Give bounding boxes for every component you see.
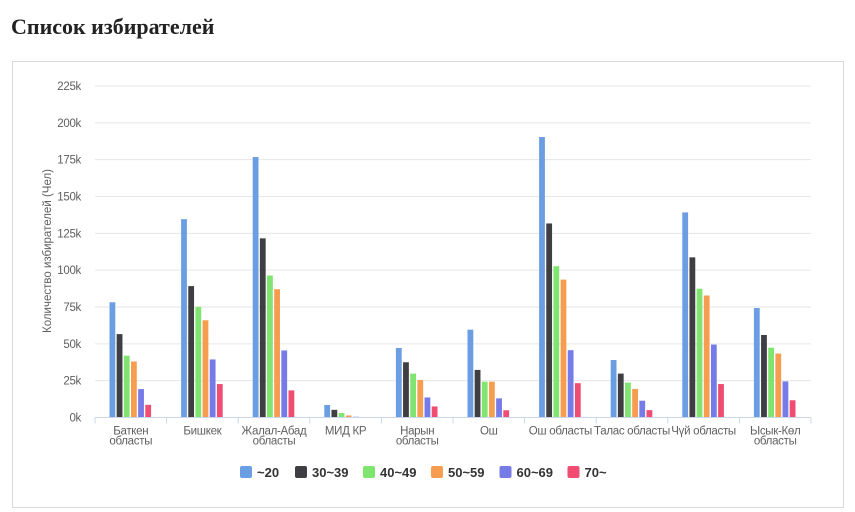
svg-text:Чүй областы: Чүй областы <box>671 425 736 437</box>
svg-text:40~49: 40~49 <box>380 465 417 480</box>
svg-text:Количество избирателей (Чел): Количество избирателей (Чел) <box>42 169 54 333</box>
svg-text:75k: 75k <box>63 302 81 314</box>
svg-text:областы: областы <box>754 436 797 448</box>
svg-text:Талас областы: Талас областы <box>594 425 670 437</box>
svg-text:70~: 70~ <box>585 465 607 480</box>
svg-text:Ош: Ош <box>480 425 498 437</box>
svg-text:225k: 225k <box>57 81 81 93</box>
svg-text:50~59: 50~59 <box>448 465 485 480</box>
svg-text:областы: областы <box>396 436 439 448</box>
svg-text:60~69: 60~69 <box>517 465 554 480</box>
svg-text:областы: областы <box>253 436 296 448</box>
svg-text:МИД КР: МИД КР <box>325 425 367 437</box>
svg-text:25k: 25k <box>63 376 81 388</box>
svg-text:0k: 0k <box>69 413 81 425</box>
svg-text:50k: 50k <box>63 339 81 351</box>
svg-text:150k: 150k <box>57 192 81 204</box>
svg-text:Ош областы: Ош областы <box>529 425 592 437</box>
svg-text:Бишкек: Бишкек <box>183 425 222 437</box>
svg-text:~20: ~20 <box>257 465 279 480</box>
svg-text:175k: 175k <box>57 155 81 167</box>
svg-text:30~39: 30~39 <box>312 465 349 480</box>
svg-text:областы: областы <box>109 436 152 448</box>
svg-text:200k: 200k <box>57 118 81 130</box>
svg-text:125k: 125k <box>57 228 81 240</box>
svg-text:100k: 100k <box>57 265 81 277</box>
